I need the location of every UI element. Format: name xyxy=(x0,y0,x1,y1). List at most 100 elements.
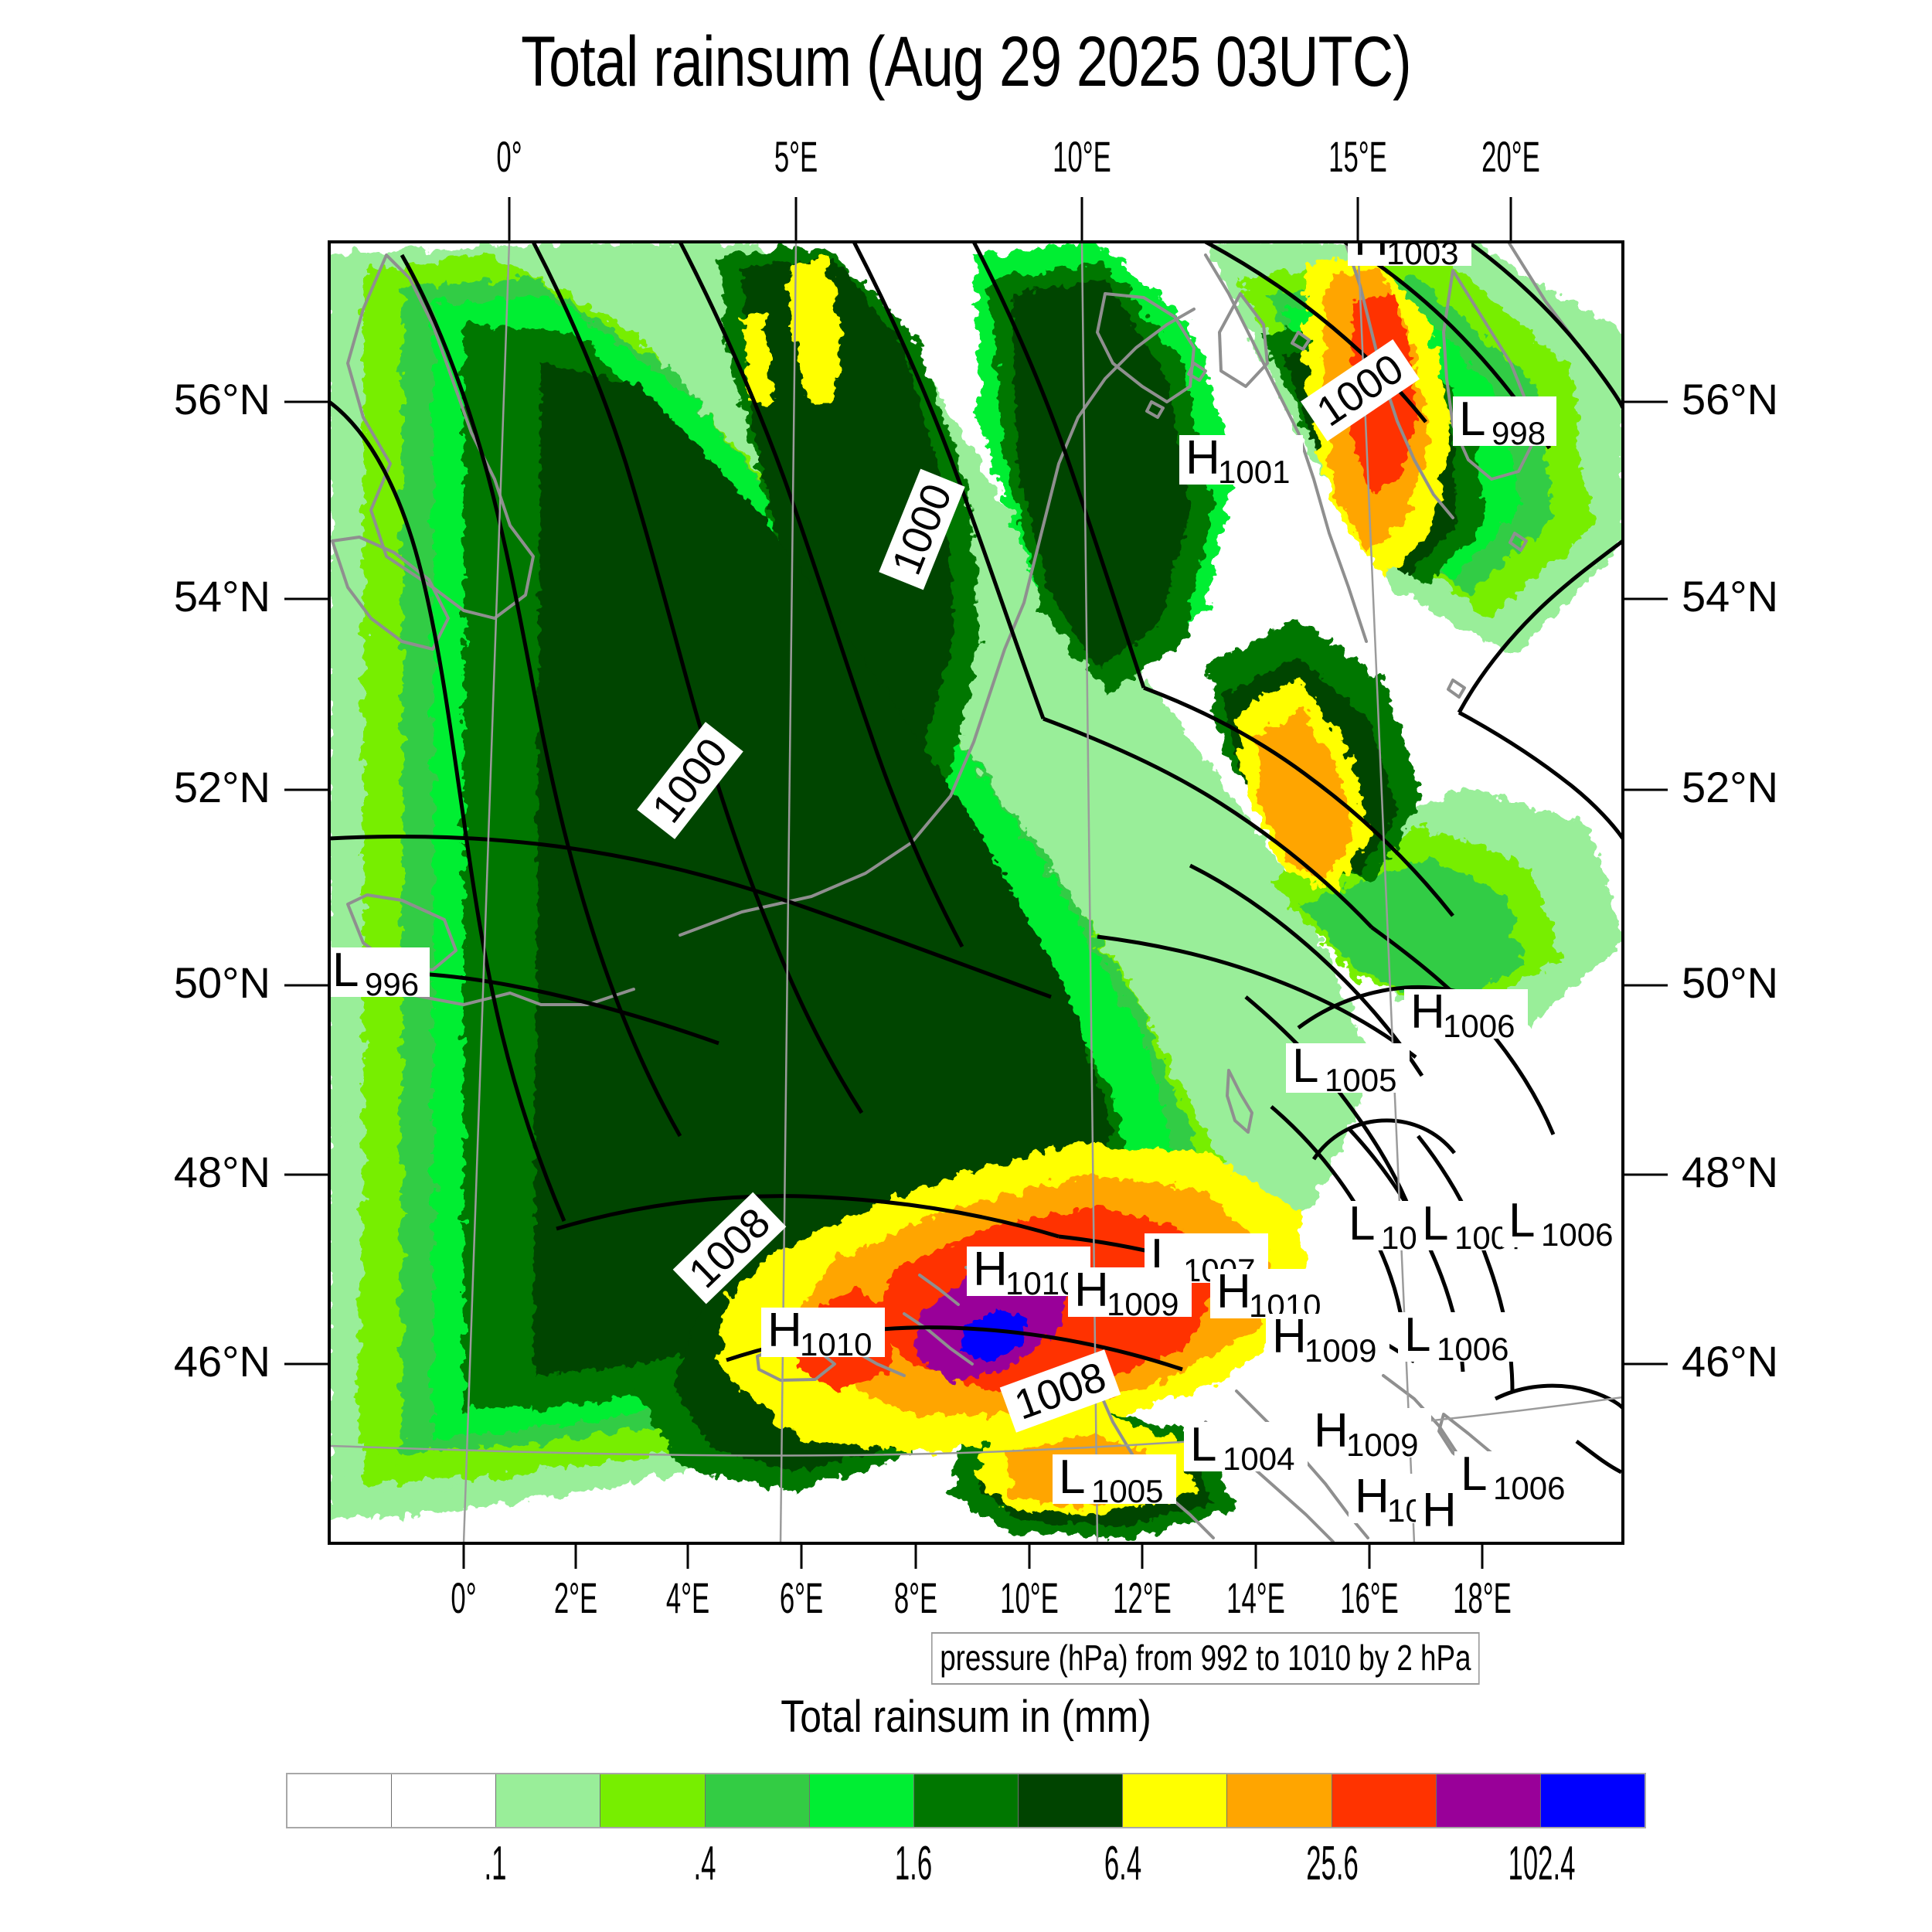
pressure-center-value: 1001 xyxy=(1218,454,1290,490)
lat-tick-right-1: 54°N xyxy=(1682,572,1779,621)
axis-ticks xyxy=(284,197,1668,1569)
pressure-center-l: L 1004 xyxy=(1184,1418,1308,1477)
colorbar-segment-1 xyxy=(392,1774,497,1827)
pressure-center-value: 1004 xyxy=(1223,1440,1294,1477)
map-frame xyxy=(328,240,1624,1545)
pressure-center-type: H xyxy=(1185,431,1220,485)
pressure-center-type: H xyxy=(1354,213,1389,266)
lat-tick-left-2: 52°N xyxy=(173,763,270,811)
pressure-center-value: 1006 xyxy=(1443,1008,1515,1044)
pressure-center-type: H xyxy=(1074,1264,1109,1317)
page-title: Total rainsum (Aug 29 2025 03UTC) xyxy=(521,22,1412,101)
colorbar-caption: Total rainsum in (mm) xyxy=(781,1692,1151,1742)
pressure-center-bg xyxy=(761,1308,885,1357)
pressure-center-value: 1010 xyxy=(1005,1265,1077,1301)
lon-tick-bottom-2: 4°E xyxy=(665,1573,710,1622)
pressure-centers: H1003L998H1001L996H1006L1005L1007H1010H1… xyxy=(329,213,1623,1537)
colorbar-tick-5: 102.4 xyxy=(1508,1837,1576,1890)
lon-tick-top-1: 5°E xyxy=(774,132,818,181)
pressure-center-bg xyxy=(1502,1198,1623,1247)
colorbar-segment-4 xyxy=(705,1774,810,1827)
lon-tick-bottom-8: 16°E xyxy=(1340,1573,1399,1622)
pressure-center-l: L 1006 xyxy=(1454,1447,1578,1506)
pressure-center-bg xyxy=(1068,1267,1192,1317)
pressure-center-bg xyxy=(1453,396,1556,446)
colorbar-tick-0: .1 xyxy=(484,1837,507,1890)
lon-tick-bottom-3: 6°E xyxy=(779,1573,824,1622)
lat-tick-right-4: 48°N xyxy=(1682,1148,1779,1196)
colorbar-tick-1: .4 xyxy=(693,1837,716,1890)
pressure-center-bg xyxy=(1308,1408,1431,1458)
colorbar-segment-9 xyxy=(1227,1774,1332,1827)
precip-layer-blue xyxy=(961,1309,1026,1362)
colorbar[interactable] xyxy=(286,1773,1646,1828)
colorbar-tick-4: 25.6 xyxy=(1306,1837,1359,1890)
lon-tick-bottom-6: 12°E xyxy=(1113,1573,1172,1622)
pressure-center-type: H xyxy=(1422,1484,1457,1537)
colorbar-segment-0 xyxy=(287,1774,393,1827)
lon-tick-top-0: 0° xyxy=(496,132,522,181)
pressure-center-type: L xyxy=(1461,1447,1487,1501)
lat-tick-left-3: 50°N xyxy=(173,958,270,1007)
pressure-center-value: 1009 xyxy=(1346,1427,1418,1463)
pressure-center-bg xyxy=(1053,1454,1176,1504)
colorbar-tick-3: 6.4 xyxy=(1104,1837,1142,1890)
lat-tick-right-3: 50°N xyxy=(1682,958,1779,1007)
pressure-center-type: L xyxy=(1459,393,1485,446)
isobar-label-bg xyxy=(879,468,965,590)
pressure-center-value: 1006 xyxy=(1541,1216,1613,1253)
colorbar-segment-6 xyxy=(913,1774,1019,1827)
pressure-center-bg xyxy=(1398,1312,1522,1362)
lon-tick-bottom-0: 0° xyxy=(451,1573,477,1622)
lat-tick-left-0: 56°N xyxy=(173,375,270,423)
pressure-center-type: L xyxy=(1190,1418,1216,1471)
pressure-center-bg xyxy=(1210,1269,1334,1318)
pressure-center-type: H xyxy=(1355,1470,1389,1523)
pressure-center-type: L xyxy=(1059,1451,1085,1504)
lon-tick-top-4: 20°E xyxy=(1481,132,1540,181)
colorbar-segment-5 xyxy=(809,1774,914,1827)
lon-tick-bottom-4: 8°E xyxy=(893,1573,938,1622)
colorbar-segment-3 xyxy=(600,1774,706,1827)
pressure-center-bg xyxy=(1348,242,1471,266)
pressure-center-type: L xyxy=(1404,1308,1430,1362)
pressure-center-type: L xyxy=(1509,1194,1535,1247)
lon-tick-bottom-1: 2°E xyxy=(553,1573,598,1622)
lat-tick-right-2: 52°N xyxy=(1682,763,1779,811)
pressure-center-type: H xyxy=(767,1304,802,1357)
colorbar-segment-2 xyxy=(496,1774,601,1827)
pressure-center-value: 1010 xyxy=(800,1326,872,1362)
lat-tick-left-4: 48°N xyxy=(173,1148,270,1196)
colorbar-segment-8 xyxy=(1123,1774,1228,1827)
isobar-label-bg xyxy=(999,1349,1121,1433)
lon-tick-top-3: 15°E xyxy=(1328,132,1387,181)
pressure-center-type: L xyxy=(1292,1039,1318,1093)
lon-tick-top-2: 10°E xyxy=(1053,132,1111,181)
pressure-center-bg xyxy=(1179,435,1303,485)
pressure-center-value: 996 xyxy=(365,966,419,1002)
pressure-center-type: L xyxy=(1422,1197,1448,1250)
isobar-label-bg xyxy=(637,722,743,839)
pressure-legend: pressure (hPa) from 992 to 1010 by 2 hPa xyxy=(931,1632,1480,1685)
pressure-center-type: H xyxy=(973,1243,1008,1296)
pressure-center-type: H xyxy=(1410,985,1445,1039)
lat-tick-right-5: 46°N xyxy=(1682,1337,1779,1386)
pressure-center-l: L 996 xyxy=(329,944,430,1002)
colorbar-segment-11 xyxy=(1436,1774,1541,1827)
pressure-center-type: L xyxy=(332,944,359,997)
pressure-center-value: 1006 xyxy=(1437,1331,1509,1367)
pressure-center-value: 1005 xyxy=(1325,1062,1396,1098)
pressure-center-bg xyxy=(329,947,430,997)
pressure-center-bg xyxy=(1184,1422,1308,1471)
pressure-center-type: H xyxy=(1216,1265,1251,1318)
colorbar-segment-7 xyxy=(1019,1774,1124,1827)
lat-tick-left-5: 46°N xyxy=(173,1337,270,1386)
lat-tick-right-0: 56°N xyxy=(1682,375,1779,423)
